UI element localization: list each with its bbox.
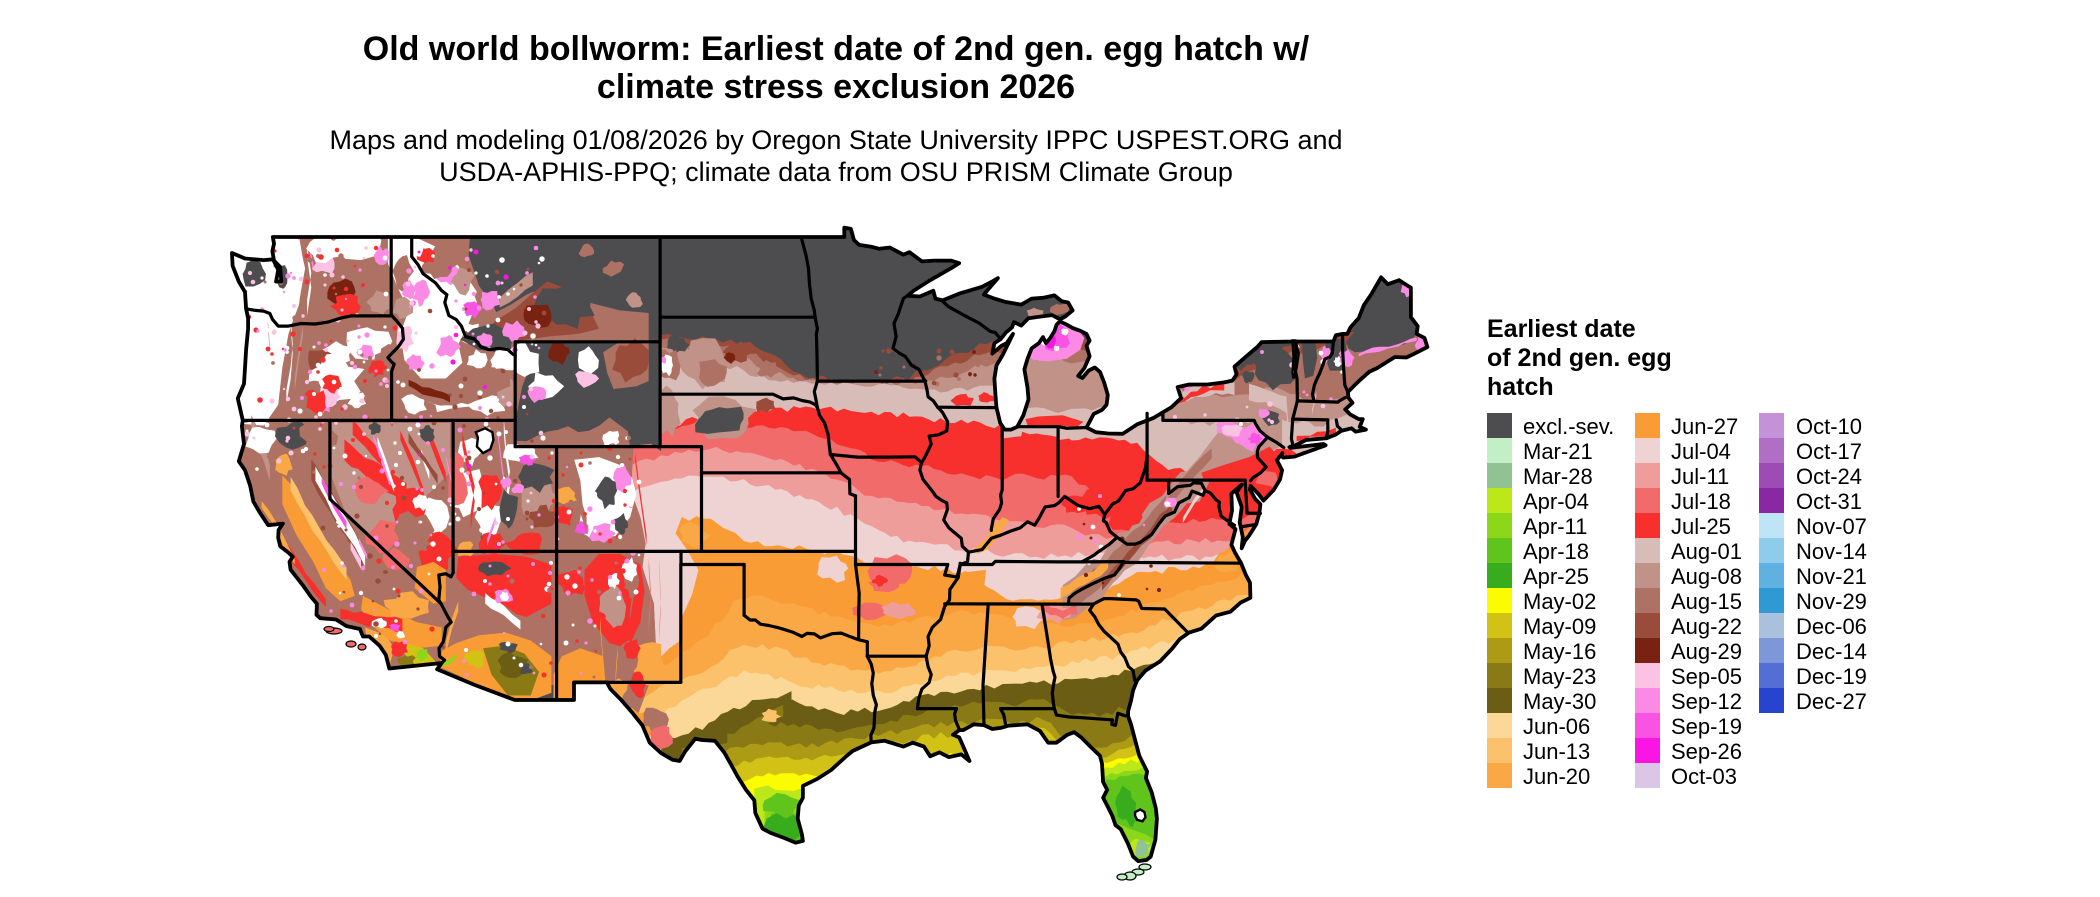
svg-text:Oct-10: Oct-10 bbox=[1796, 414, 1862, 439]
svg-text:May-09: May-09 bbox=[1523, 614, 1596, 639]
svg-text:hatch: hatch bbox=[1487, 373, 1554, 401]
svg-text:Apr-25: Apr-25 bbox=[1523, 564, 1589, 589]
svg-text:Mar-21: Mar-21 bbox=[1523, 439, 1593, 464]
svg-text:Oct-17: Oct-17 bbox=[1796, 439, 1862, 464]
svg-text:Aug-08: Aug-08 bbox=[1671, 564, 1742, 589]
svg-text:USDA-APHIS-PPQ; climate data f: USDA-APHIS-PPQ; climate data from OSU PR… bbox=[439, 157, 1233, 187]
svg-text:Sep-12: Sep-12 bbox=[1671, 689, 1742, 714]
svg-text:Aug-22: Aug-22 bbox=[1671, 614, 1742, 639]
svg-text:Sep-26: Sep-26 bbox=[1671, 739, 1742, 764]
svg-text:Oct-24: Oct-24 bbox=[1796, 464, 1862, 489]
svg-text:Jun-13: Jun-13 bbox=[1523, 739, 1590, 764]
svg-text:Oct-03: Oct-03 bbox=[1671, 764, 1737, 789]
svg-text:Jul-04: Jul-04 bbox=[1671, 439, 1731, 464]
svg-text:Nov-21: Nov-21 bbox=[1796, 564, 1867, 589]
svg-text:Jun-20: Jun-20 bbox=[1523, 764, 1590, 789]
svg-text:Aug-29: Aug-29 bbox=[1671, 639, 1742, 664]
svg-text:May-02: May-02 bbox=[1523, 589, 1596, 614]
svg-text:Aug-15: Aug-15 bbox=[1671, 589, 1742, 614]
svg-text:Maps and modeling 01/08/2026 b: Maps and modeling 01/08/2026 by Oregon S… bbox=[329, 125, 1342, 155]
svg-text:Sep-05: Sep-05 bbox=[1671, 664, 1742, 689]
svg-text:Jun-27: Jun-27 bbox=[1671, 414, 1738, 439]
svg-text:Dec-19: Dec-19 bbox=[1796, 664, 1867, 689]
svg-text:climate stress exclusion 2026: climate stress exclusion 2026 bbox=[597, 68, 1075, 106]
svg-text:Earliest date: Earliest date bbox=[1487, 315, 1636, 343]
svg-text:Apr-18: Apr-18 bbox=[1523, 539, 1589, 564]
svg-text:Jul-25: Jul-25 bbox=[1671, 514, 1731, 539]
svg-text:Dec-06: Dec-06 bbox=[1796, 614, 1867, 639]
svg-text:Apr-04: Apr-04 bbox=[1523, 489, 1589, 514]
svg-text:Nov-07: Nov-07 bbox=[1796, 514, 1867, 539]
svg-text:excl.-sev.: excl.-sev. bbox=[1523, 414, 1614, 439]
svg-text:of 2nd gen. egg: of 2nd gen. egg bbox=[1487, 344, 1672, 372]
svg-text:Old world bollworm: Earliest d: Old world bollworm: Earliest date of 2nd… bbox=[363, 30, 1310, 68]
svg-text:May-30: May-30 bbox=[1523, 689, 1596, 714]
svg-text:Apr-11: Apr-11 bbox=[1523, 514, 1587, 539]
svg-text:Jul-11: Jul-11 bbox=[1671, 464, 1729, 489]
svg-text:Nov-29: Nov-29 bbox=[1796, 589, 1867, 614]
svg-text:May-23: May-23 bbox=[1523, 664, 1596, 689]
svg-text:Sep-19: Sep-19 bbox=[1671, 714, 1742, 739]
svg-text:Aug-01: Aug-01 bbox=[1671, 539, 1742, 564]
svg-text:Jul-18: Jul-18 bbox=[1671, 489, 1731, 514]
svg-text:May-16: May-16 bbox=[1523, 639, 1596, 664]
svg-text:Dec-27: Dec-27 bbox=[1796, 689, 1867, 714]
svg-text:Dec-14: Dec-14 bbox=[1796, 639, 1867, 664]
svg-text:Oct-31: Oct-31 bbox=[1796, 489, 1862, 514]
svg-text:Nov-14: Nov-14 bbox=[1796, 539, 1867, 564]
svg-text:Mar-28: Mar-28 bbox=[1523, 464, 1593, 489]
svg-text:Jun-06: Jun-06 bbox=[1523, 714, 1590, 739]
